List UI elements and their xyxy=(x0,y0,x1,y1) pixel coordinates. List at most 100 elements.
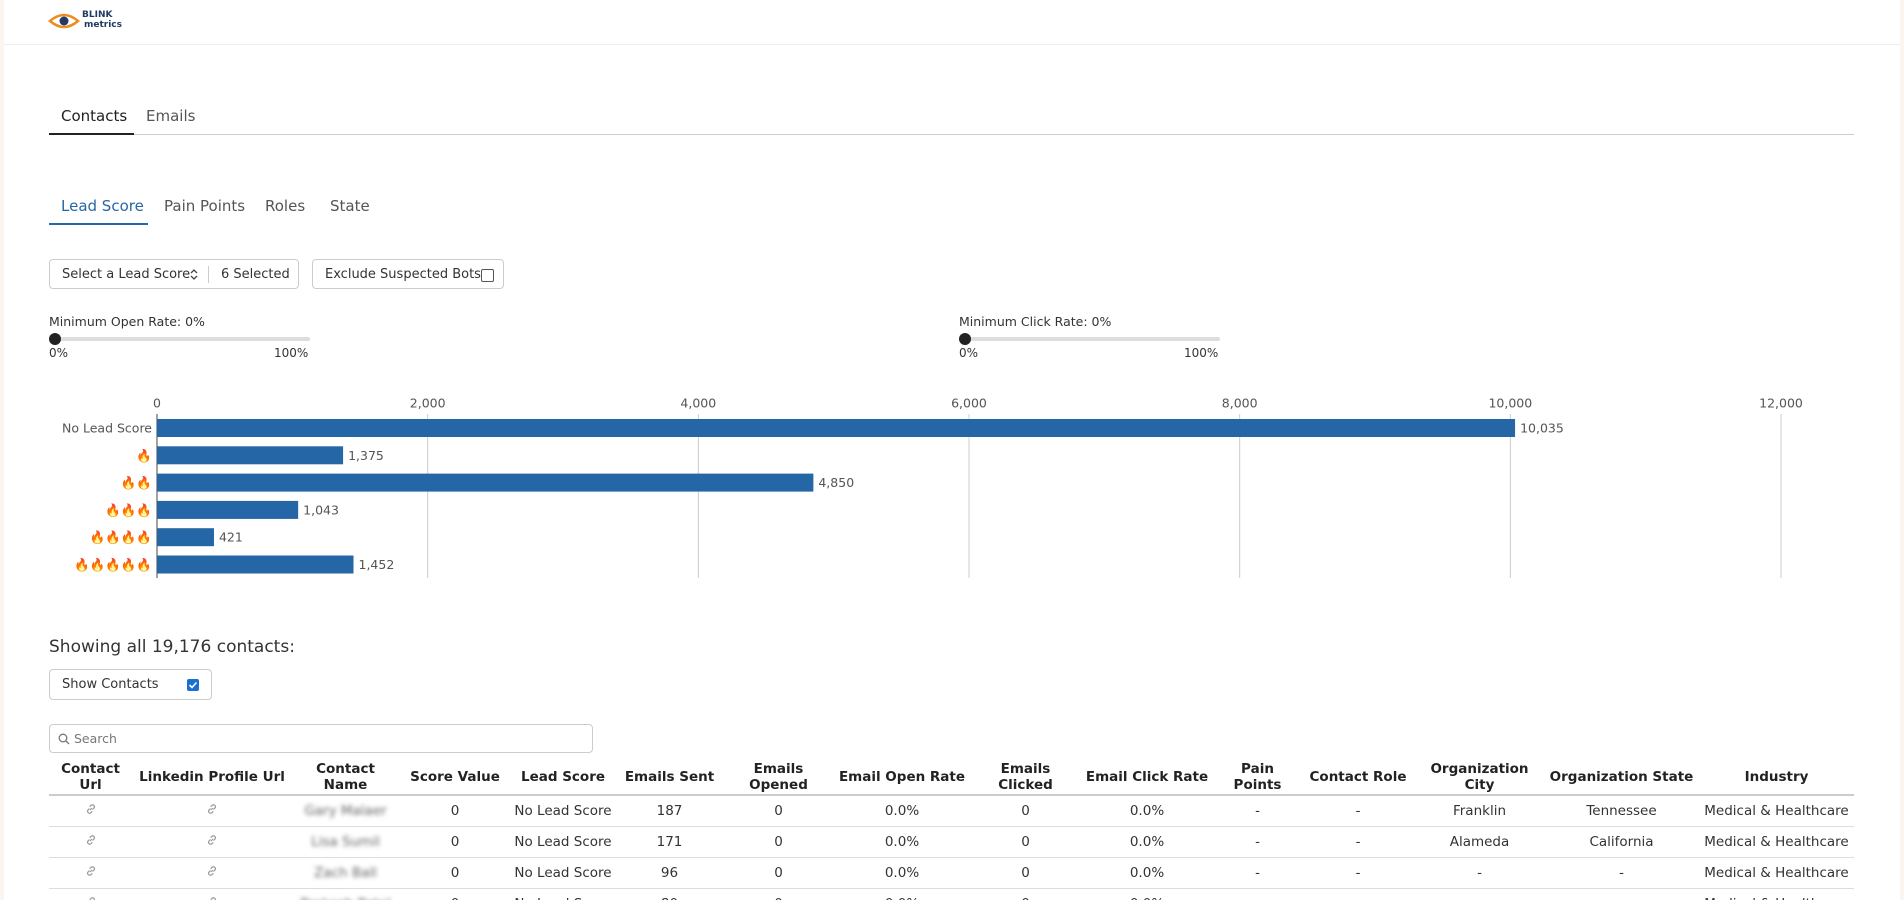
show-contacts-label: Show Contacts xyxy=(62,677,159,692)
link-icon xyxy=(208,804,216,814)
table-cell: 0.0% xyxy=(1080,857,1214,889)
subtab[interactable]: Pain Points xyxy=(164,197,246,215)
check-icon xyxy=(188,681,198,689)
table-cell: 171 xyxy=(615,826,724,858)
link-icon xyxy=(208,835,216,845)
search-icon xyxy=(58,733,70,745)
link-icon xyxy=(210,897,216,900)
exclude-bots[interactable]: Exclude Suspected Bots xyxy=(312,259,504,289)
slider-track xyxy=(55,337,310,341)
contact-name: Lisa Sumil xyxy=(292,826,399,858)
table-cell: 0 xyxy=(399,857,511,889)
tab-underline xyxy=(49,133,134,135)
column-header: Contact Url xyxy=(49,760,132,796)
tab[interactable]: Contacts xyxy=(61,107,128,125)
table-cell: 0 xyxy=(971,888,1080,900)
checkbox[interactable] xyxy=(481,269,494,282)
subtab-underline xyxy=(49,223,148,225)
subtab[interactable]: Lead Score xyxy=(61,197,144,215)
slider-knob[interactable] xyxy=(959,333,971,345)
summary: Showing all 19,176 contacts: xyxy=(49,637,295,657)
link-cell[interactable] xyxy=(49,795,132,827)
table-cell: No Lead Score xyxy=(511,795,615,827)
table-cell: California xyxy=(1544,826,1699,858)
table-cell: 0 xyxy=(971,857,1080,889)
x-tick-label: 8,000 xyxy=(1222,396,1258,411)
contact-name: Prakash Patel xyxy=(292,888,399,900)
table-cell: - xyxy=(1214,826,1301,858)
table-cell: - xyxy=(1214,857,1301,889)
lead-score-select[interactable]: Select a Lead Score 6 Selected xyxy=(49,259,299,289)
chevron-icon xyxy=(190,269,198,280)
value-label: 10,035 xyxy=(1520,421,1564,436)
slider-max: 100% xyxy=(1184,346,1219,360)
table-cell: Alameda xyxy=(1415,826,1544,858)
table-row: Gary Malaer 0 No Lead Score 187 0 0.0% 0 0.0% - -… xyxy=(49,795,1854,827)
link-icon xyxy=(86,804,95,814)
tab[interactable]: Emails xyxy=(146,107,196,125)
link-cell[interactable] xyxy=(132,795,292,827)
category-label: No Lead Score xyxy=(62,421,152,436)
category-label: 🔥🔥🔥🔥 xyxy=(90,530,152,545)
table-cell: No Lead Score xyxy=(511,888,615,900)
subtab[interactable]: Roles xyxy=(265,197,306,215)
table-cell: No Lead Score xyxy=(511,826,615,858)
table-cell: - xyxy=(1415,857,1544,889)
bar xyxy=(157,555,354,574)
column-header: Industry xyxy=(1699,760,1854,796)
checkbox-checked[interactable] xyxy=(187,679,199,691)
column-header: Linkedin Profile Url xyxy=(132,760,292,796)
value-label: 1,452 xyxy=(359,557,395,572)
table-cell: 0 xyxy=(724,826,833,858)
table-cell: - xyxy=(1214,888,1301,900)
table-cell: - xyxy=(1415,888,1544,900)
table-cell: 80 xyxy=(615,888,724,900)
search-placeholder: Search xyxy=(74,731,117,746)
table-cell: 0.0% xyxy=(833,795,971,827)
brand: BLINK xyxy=(82,10,113,20)
link-cell[interactable] xyxy=(132,857,292,889)
link-cell[interactable] xyxy=(132,826,292,858)
table-row: Prakash Patel0No Lead Score8000.0%00.0%-… xyxy=(49,888,1854,900)
table-cell: 0 xyxy=(724,857,833,889)
slider-knob[interactable] xyxy=(49,333,61,345)
table-cell: 0 xyxy=(399,826,511,858)
table-cell: Medical & Healthcare xyxy=(1699,795,1854,827)
subtab[interactable]: State xyxy=(330,197,370,215)
table-cell: 0.0% xyxy=(833,857,971,889)
table-cell: Medical & Healthcare xyxy=(1699,826,1854,858)
slider-min: 0% xyxy=(959,346,979,360)
table-cell: 0 xyxy=(971,795,1080,827)
category-label: 🔥 xyxy=(136,448,152,463)
table-cell: 96 xyxy=(615,857,724,889)
value-label: 4,850 xyxy=(818,475,854,490)
table-cell: Franklin xyxy=(1415,795,1544,827)
slider-min: 0% xyxy=(49,346,69,360)
table-cell: 0 xyxy=(971,826,1080,858)
app: BLINK metrics Contacts Emails Lead Score… xyxy=(4,0,1900,900)
link-cell[interactable] xyxy=(49,826,132,858)
search-box[interactable]: Search xyxy=(49,724,593,753)
category-label: 🔥🔥🔥 xyxy=(105,502,152,517)
x-tick-label: 12,000 xyxy=(1759,396,1803,411)
table-cell: - xyxy=(1544,888,1699,900)
table-cell: No Lead Score xyxy=(511,857,615,889)
chart: 0 2,000 4,000 6,000 8,000 10,000 12,000 No Lead… xyxy=(62,396,1803,578)
table-cell: 0 xyxy=(399,888,511,900)
value-label: 1,375 xyxy=(348,448,384,463)
x-tick-label: 6,000 xyxy=(951,396,987,411)
contact-name: Zach Ball xyxy=(292,857,399,889)
header xyxy=(4,0,1900,45)
bar xyxy=(157,446,344,465)
link-icon xyxy=(86,835,95,845)
table-cell: Medical & Healthcare xyxy=(1699,857,1854,889)
show-contacts[interactable]: Show Contacts xyxy=(49,669,212,700)
slider-label: Minimum Click Rate: 0% xyxy=(959,314,1112,329)
column-header: Contact Role xyxy=(1301,760,1415,796)
link-cell[interactable] xyxy=(132,888,292,900)
bar xyxy=(157,500,299,519)
table-cell: 0.0% xyxy=(833,826,971,858)
link-cell[interactable] xyxy=(49,857,132,889)
column-header: Organization State xyxy=(1544,760,1699,796)
link-cell[interactable] xyxy=(49,888,132,900)
